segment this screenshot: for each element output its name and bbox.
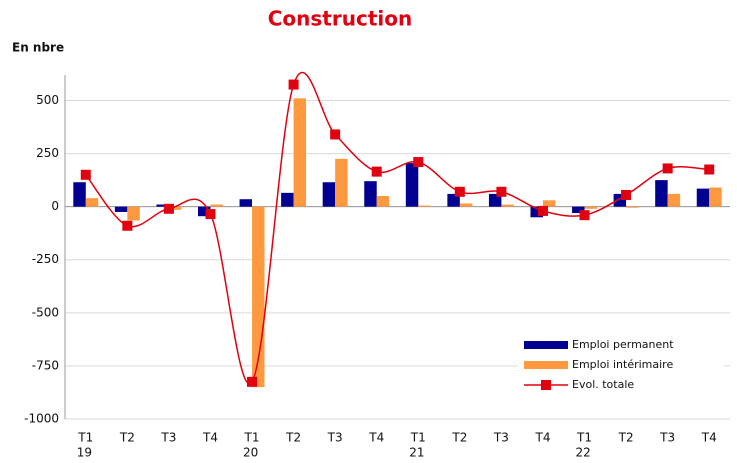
line-marker: [205, 209, 216, 220]
x-tick-label: T4: [368, 431, 384, 445]
x-tick-label: T3: [659, 431, 675, 445]
line-marker: [537, 205, 548, 216]
bar: [501, 204, 514, 207]
line-marker: [496, 186, 507, 197]
line-marker: [330, 129, 341, 140]
x-tick-label: T3: [493, 431, 509, 445]
y-tick-label: -500: [32, 305, 59, 319]
bar: [542, 200, 556, 207]
line-marker: [662, 163, 673, 174]
x-tick-label: T2: [285, 431, 301, 445]
y-tick-label: -750: [32, 358, 59, 372]
x-year-label: 19: [77, 446, 92, 460]
bar: [459, 203, 473, 207]
x-tick-label: T1: [244, 431, 260, 445]
x-tick-label: T2: [618, 431, 634, 445]
line-marker: [371, 166, 382, 177]
x-tick-label: T1: [410, 431, 426, 445]
bar: [73, 182, 86, 207]
bar: [210, 204, 223, 207]
line-marker: [288, 79, 299, 90]
bar: [572, 206, 585, 214]
line-marker: [579, 210, 590, 221]
bar: [696, 188, 710, 207]
bar: [281, 192, 294, 207]
x-year-label: 22: [576, 446, 591, 460]
x-tick-label: T3: [327, 431, 343, 445]
bar: [584, 206, 597, 209]
bar: [376, 196, 390, 207]
bar: [198, 206, 211, 217]
y-tick-label: 0: [51, 199, 59, 213]
legend-swatch: [524, 341, 568, 349]
bar: [335, 158, 348, 207]
y-tick-label: -250: [32, 252, 59, 266]
legend-swatch: [524, 361, 568, 369]
bar: [626, 206, 639, 208]
legend-label: Emploi intérimaire: [572, 358, 673, 371]
line-marker: [80, 169, 91, 180]
bar: [168, 206, 182, 210]
line-marker: [413, 157, 424, 168]
line-marker: [247, 376, 258, 387]
bar: [322, 182, 336, 207]
y-axis-label: En nbre: [12, 41, 64, 55]
bar: [156, 204, 169, 207]
line-marker: [621, 189, 632, 200]
bar: [239, 199, 253, 207]
legend-label: Emploi permanent: [572, 338, 674, 351]
x-tick-label: T1: [77, 431, 93, 445]
bar: [85, 198, 99, 207]
bar: [667, 193, 681, 207]
bar: [709, 187, 722, 207]
x-tick-label: T4: [534, 431, 550, 445]
x-tick-label: T1: [576, 431, 592, 445]
x-year-label: 20: [243, 446, 258, 460]
bar: [405, 163, 419, 207]
x-tick-label: T4: [202, 431, 218, 445]
legend: Emploi permanent Emploi intérimaire Evol. …: [518, 333, 724, 399]
legend-label: Evol. totale: [572, 378, 634, 391]
line-marker: [454, 186, 465, 197]
x-tick-label: T2: [119, 431, 135, 445]
y-tick-label: 250: [36, 146, 59, 160]
x-tick-label: T2: [451, 431, 467, 445]
line-marker: [704, 164, 715, 175]
bar: [364, 181, 377, 207]
x-tick-label: T3: [160, 431, 176, 445]
bar: [293, 98, 307, 207]
bar: [127, 206, 140, 221]
line-marker: [163, 203, 174, 214]
x-year-label: 21: [409, 446, 424, 460]
bar: [447, 193, 460, 207]
y-tick-label: -1000: [24, 412, 59, 426]
bar: [655, 180, 668, 207]
bar: [488, 193, 502, 207]
line-marker: [122, 220, 133, 231]
bar: [530, 206, 543, 218]
bar: [418, 205, 431, 207]
x-tick-label: T4: [701, 431, 717, 445]
legend-swatch: [541, 380, 551, 390]
y-tick-label: 500: [36, 93, 59, 107]
chart-title: Construction: [268, 7, 412, 31]
bar: [114, 206, 128, 212]
